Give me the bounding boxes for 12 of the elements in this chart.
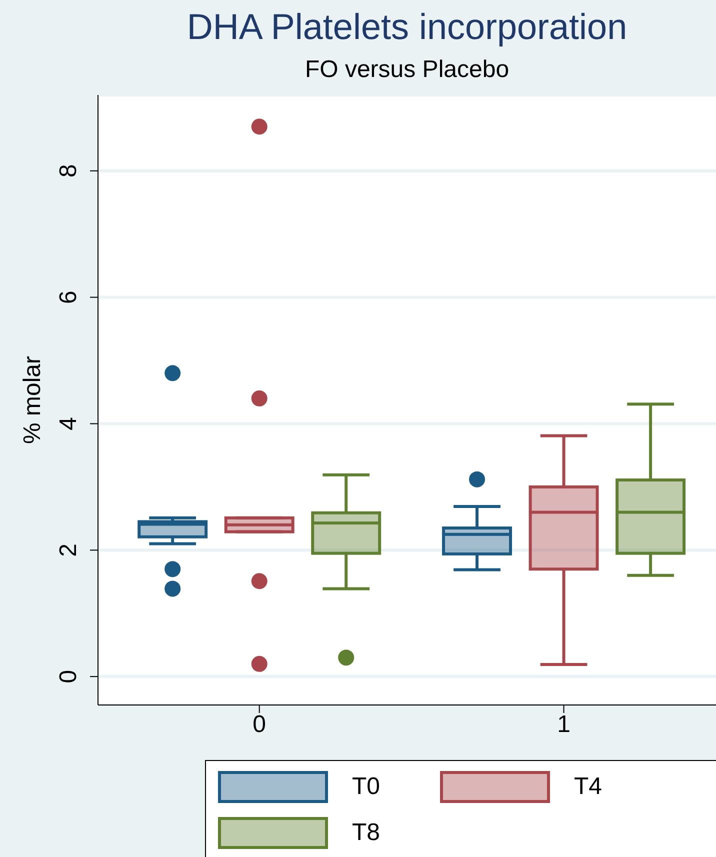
x-tick-label: 1	[557, 711, 570, 738]
chart-title: DHA Platelets incorporation	[186, 6, 628, 48]
y-tick-label: 2	[55, 543, 82, 557]
y-tick-label: 4	[55, 417, 82, 430]
legend-label: T4	[574, 773, 602, 801]
y-tick-label: 8	[55, 164, 82, 178]
y-tick-label: 0	[55, 670, 82, 684]
y-axis-title: % molar	[19, 356, 46, 444]
y-tick-label: 6	[55, 290, 82, 304]
legend-label: T0	[352, 773, 380, 801]
chart-subtitle: FO versus Placebo	[304, 56, 510, 84]
legend-label: T8	[352, 819, 380, 847]
